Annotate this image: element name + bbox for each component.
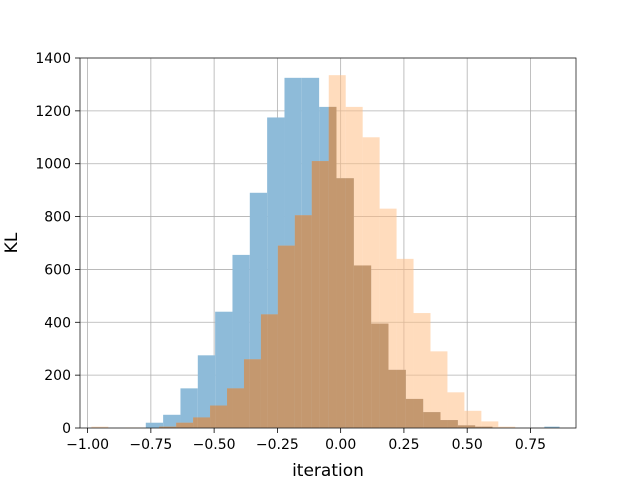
histogram-bar-overlap: [294, 215, 302, 428]
x-tick-label: 0.00: [325, 437, 356, 453]
y-tick-label: 1000: [35, 157, 71, 173]
histogram-bar-overlap: [319, 161, 329, 429]
x-tick-label: −0.50: [193, 437, 236, 453]
histogram-bar-overlap: [311, 161, 320, 429]
histogram-bar-overlap: [423, 412, 431, 428]
histogram-bar-overlap: [413, 398, 424, 428]
histogram-bar-overlap: [447, 420, 458, 428]
bars: [91, 75, 560, 429]
histogram-bar-overlap: [328, 106, 337, 429]
histogram-bar-overlap: [227, 388, 233, 428]
y-tick-label: 0: [62, 421, 71, 437]
histogram-bar-overlap: [362, 265, 372, 428]
x-tick-label: 0.25: [388, 437, 419, 453]
histogram-bar-series-2: [464, 410, 482, 428]
x-tick-label: 0.50: [452, 437, 483, 453]
y-tick-label: 600: [44, 262, 71, 278]
histogram-bar-overlap: [353, 265, 363, 428]
y-tick-label: 400: [44, 315, 71, 331]
histogram-bar-overlap: [440, 420, 448, 428]
histogram-bar-overlap: [215, 405, 228, 428]
histogram-bar-overlap: [243, 359, 250, 428]
histogram-bar-overlap: [481, 426, 493, 428]
histogram-bar-overlap: [345, 178, 354, 428]
x-tick-label: −0.25: [256, 437, 299, 453]
histogram-bar-overlap: [163, 426, 177, 428]
histogram-bar-overlap: [405, 398, 414, 428]
y-tick-label: 200: [44, 368, 71, 384]
x-axis-title: iteration: [292, 461, 364, 480]
histogram-bar-overlap: [284, 245, 295, 428]
histogram-bar-overlap: [457, 425, 465, 428]
histogram-bar-overlap: [249, 359, 261, 428]
y-tick-label: 1400: [35, 51, 71, 67]
histogram-bar-overlap: [260, 314, 268, 428]
y-tick-label: 1200: [35, 104, 71, 120]
histogram-bar-overlap: [336, 178, 346, 428]
x-tick-label: 0.75: [515, 437, 546, 453]
x-tick-label: −1.00: [66, 437, 109, 453]
histogram-bar-overlap: [277, 245, 285, 428]
y-tick-label: 800: [44, 210, 71, 226]
histogram-bar-overlap: [301, 215, 312, 428]
histogram-bar-series-1: [145, 422, 164, 428]
histogram-bar-series-2: [498, 426, 516, 428]
histogram-bar-series-1: [163, 414, 181, 428]
histogram-bar-series-2: [430, 351, 448, 428]
histogram-bar-overlap: [464, 425, 476, 428]
histogram-bar-overlap: [267, 314, 278, 428]
y-axis-title: KL: [2, 232, 22, 253]
histogram-bar-overlap: [388, 369, 397, 428]
histogram-bar-series-2: [447, 392, 465, 428]
histogram-bar-series-2: [481, 421, 499, 428]
histogram-bar-series-1: [544, 426, 560, 428]
histogram-bar-overlap: [176, 422, 181, 428]
histogram-bar-overlap: [210, 405, 216, 428]
histogram-bar-series-2: [91, 426, 109, 428]
histogram-bar-overlap: [475, 426, 482, 428]
y-axis-ticks: 0 200 400 600 800 1000 1200 1400: [35, 51, 80, 437]
x-tick-label: −0.75: [129, 437, 172, 453]
histogram-bar-overlap: [396, 369, 406, 428]
histogram-bar-overlap: [371, 323, 380, 428]
plot-frame: [79, 57, 577, 429]
histogram-bar-overlap: [430, 412, 441, 428]
x-axis-ticks: −1.00 −0.75 −0.50 −0.25 0.00 0.25 0.50 0.75: [66, 428, 546, 453]
histogram-bar-overlap: [159, 426, 164, 428]
histogram-bar-overlap: [197, 417, 211, 428]
histogram-bar-overlap: [379, 323, 389, 428]
histogram-bar-overlap: [180, 422, 194, 428]
histogram-bar-overlap: [232, 388, 244, 428]
histogram-bar-overlap: [193, 417, 198, 428]
